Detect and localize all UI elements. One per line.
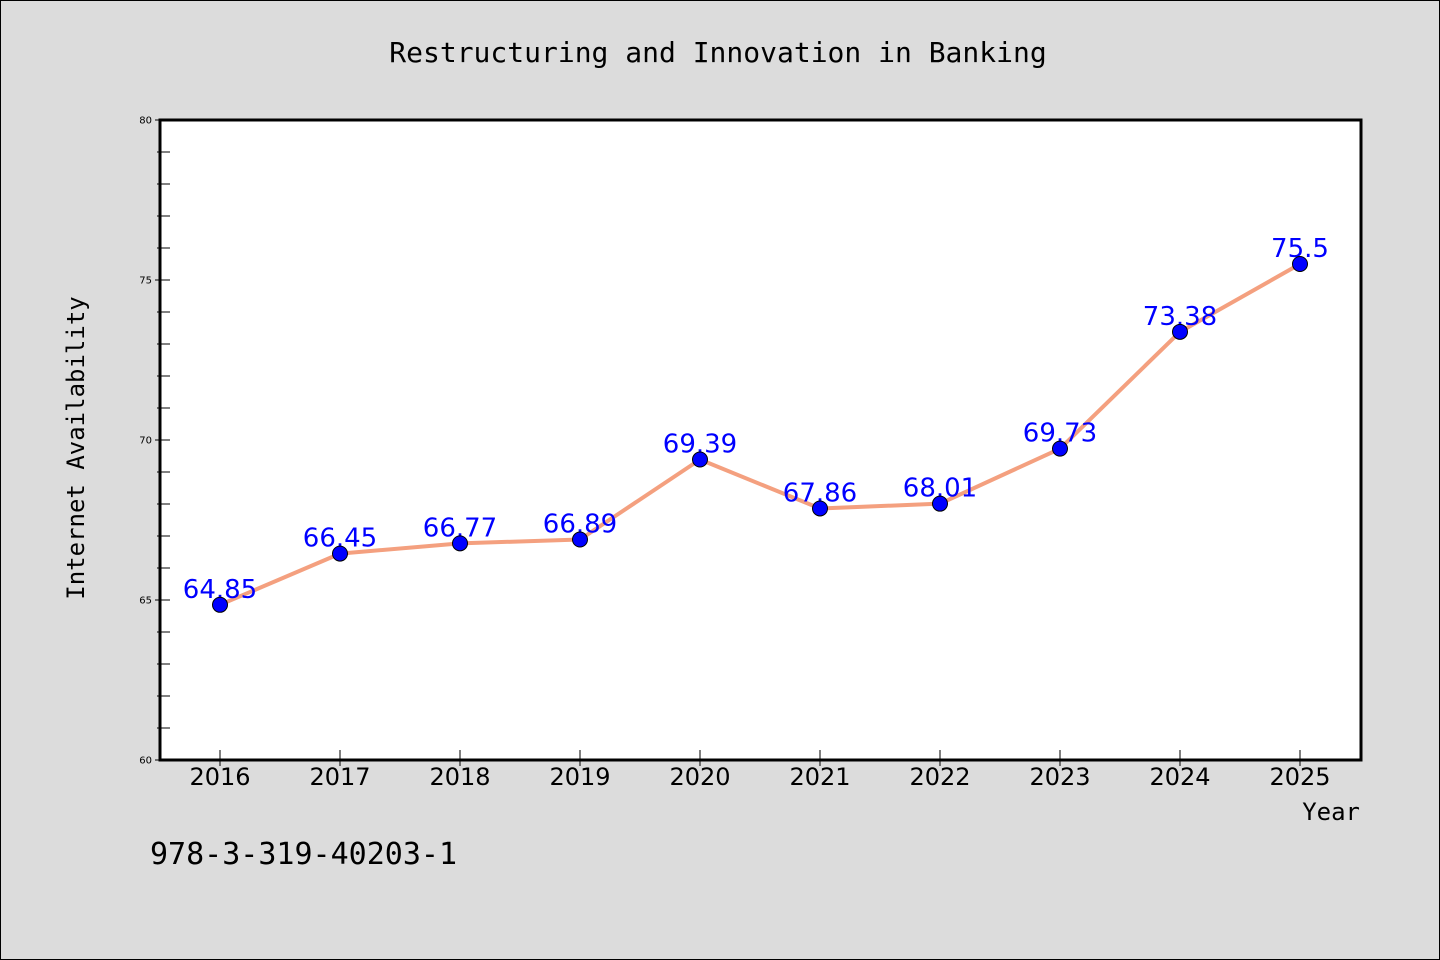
x-tick-label: 2019 (549, 763, 610, 791)
y-tick-label: 65 (139, 596, 152, 607)
y-tick-label: 75 (139, 276, 152, 287)
y-tick-label: 70 (139, 436, 152, 447)
footer-code: 978-3-319-40203-1 (150, 837, 457, 872)
x-tick-label: 2025 (1269, 763, 1330, 791)
x-tick-label: 2024 (1149, 763, 1210, 791)
plot-frame (158, 118, 1363, 762)
data-point (1172, 323, 1188, 340)
x-tick-label: 2023 (1029, 763, 1090, 791)
plot-area (160, 120, 1361, 760)
y-axis-label: Internet Availability (62, 296, 90, 599)
data-point (932, 495, 948, 512)
x-tick-label: 2020 (669, 763, 730, 791)
x-ticks: 2016 2017 2018 2019 2020 2021 2022 2023 2024 2025 (189, 750, 1331, 791)
x-tick-label: 2022 (909, 763, 970, 791)
y-tick-label: 80 (139, 116, 152, 127)
data-point (572, 531, 588, 548)
data-point (332, 545, 348, 562)
chart-title: Restructuring and Innovation in Banking (389, 36, 1046, 69)
y-tick-label: 60 (139, 756, 152, 767)
series-markers (212, 256, 1308, 613)
data-point (692, 451, 708, 468)
x-tick-label: 2018 (429, 763, 490, 791)
data-point (1292, 256, 1308, 272)
data-point (452, 535, 468, 552)
x-tick-label: 2017 (309, 763, 370, 791)
data-point (212, 596, 228, 613)
x-axis-label: Year (1302, 798, 1360, 826)
data-point (812, 500, 828, 517)
x-tick-label: 2016 (189, 763, 250, 791)
series-line (218, 262, 1302, 607)
data-point (1052, 440, 1068, 457)
x-tick-label: 2021 (789, 763, 850, 791)
